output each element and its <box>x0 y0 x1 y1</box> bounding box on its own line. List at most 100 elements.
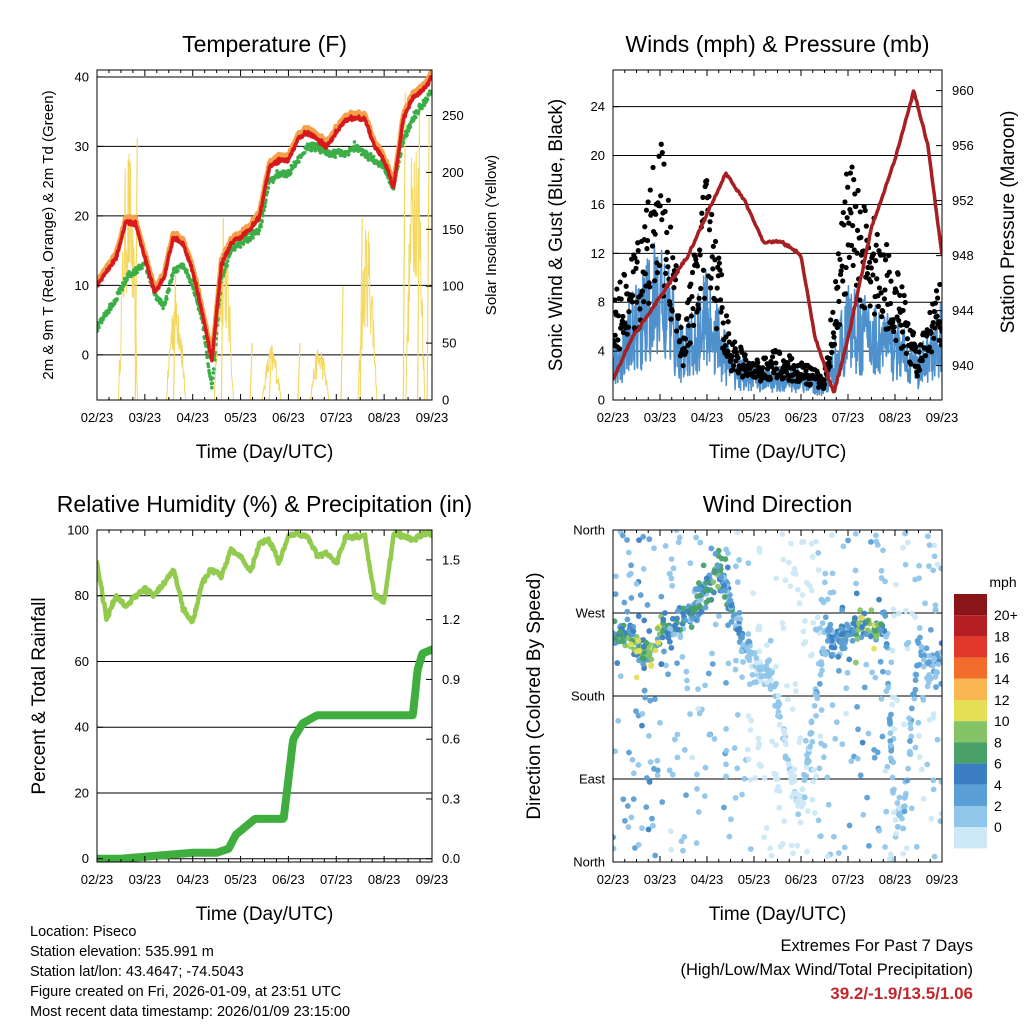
gust-point <box>664 229 670 236</box>
direction-point <box>654 772 661 779</box>
y-tick-label: North <box>573 855 605 870</box>
direction-point <box>619 532 626 539</box>
dewpoint-point <box>165 297 169 301</box>
direction-point <box>780 625 787 632</box>
direction-point <box>663 662 669 669</box>
direction-point <box>613 591 619 598</box>
gust-point <box>722 343 729 349</box>
direction-point <box>744 746 751 753</box>
direction-point <box>643 775 650 781</box>
gust-point <box>725 319 731 325</box>
colorbar-label: 20+ <box>994 607 1018 623</box>
gust-point <box>673 263 679 269</box>
direction-point <box>756 626 763 633</box>
x-tick-label: 05/23 <box>224 410 257 425</box>
direction-point <box>853 659 859 666</box>
direction-point <box>725 660 732 667</box>
direction-point <box>628 595 635 601</box>
direction-point <box>659 799 666 805</box>
gust-point <box>617 279 623 285</box>
dewpoint-point <box>125 277 129 282</box>
direction-point <box>854 755 861 762</box>
gust-point <box>916 349 922 355</box>
y-tick-label: 100 <box>67 523 89 538</box>
x-tick-label: 06/23 <box>785 410 818 425</box>
gust-point <box>767 376 773 382</box>
direction-point <box>902 790 909 797</box>
gust-point <box>896 317 902 324</box>
y-ticks: 0 4 8 12 16 20 24 <box>591 99 619 408</box>
colorbar-title: mph <box>989 574 1016 590</box>
dewpoint-point <box>115 297 119 301</box>
dewpoint-point <box>97 325 101 330</box>
direction-point <box>792 688 799 694</box>
x-tick-label: 09/23 <box>926 410 959 425</box>
y-tick-label: 20 <box>75 785 89 800</box>
direction-point <box>669 615 676 622</box>
gust-point <box>910 330 917 336</box>
colorbar: mph 20+ 18 16 14 12 10 8 6 4 2 0 <box>954 574 1018 849</box>
direction-point <box>806 582 813 589</box>
gust-point <box>932 300 939 306</box>
gust-point <box>645 199 651 205</box>
direction-point <box>889 787 896 794</box>
rh-line <box>97 530 432 625</box>
direction-point <box>859 615 865 621</box>
direction-point <box>764 679 770 686</box>
direction-point <box>823 651 829 658</box>
colorbar-label: 12 <box>994 692 1010 708</box>
gust-point <box>694 263 701 269</box>
direction-point <box>637 592 644 598</box>
gust-point <box>640 288 646 294</box>
direction-point <box>613 630 617 637</box>
gust-point <box>893 337 899 344</box>
direction-point <box>860 811 867 818</box>
direction-point <box>896 610 902 617</box>
gust-point <box>827 363 833 369</box>
direction-point <box>746 681 753 688</box>
direction-point <box>873 538 880 545</box>
data-marks <box>613 530 942 862</box>
direction-point <box>919 694 926 701</box>
direction-point <box>825 801 832 808</box>
direction-point <box>887 730 894 737</box>
direction-point <box>914 662 921 669</box>
direction-point <box>761 834 768 841</box>
direction-point <box>878 621 885 627</box>
gust-point <box>769 360 775 366</box>
direction-point <box>931 553 938 560</box>
direction-point <box>681 747 688 753</box>
direction-point <box>652 852 659 859</box>
direction-point <box>617 629 624 636</box>
recent-data-text: Most recent data timestamp: 2026/01/09 2… <box>30 1004 351 1020</box>
dewpoint-point <box>167 288 172 292</box>
direction-point <box>756 666 763 673</box>
direction-point <box>927 626 934 633</box>
gust-point <box>838 268 844 274</box>
gust-point <box>629 299 635 305</box>
y-axis-label: Percent & Total Rainfall <box>29 597 50 794</box>
direction-point <box>824 596 831 603</box>
gust-point <box>664 249 670 255</box>
direction-point <box>917 634 923 641</box>
solar-peak <box>268 354 272 400</box>
direction-point <box>738 648 745 655</box>
direction-point <box>912 614 919 621</box>
dewpoint-point <box>225 259 230 263</box>
direction-point <box>635 613 642 620</box>
direction-point <box>715 583 721 590</box>
direction-point <box>809 738 816 745</box>
direction-point <box>931 542 938 549</box>
direction-point <box>916 562 923 569</box>
gust-point <box>677 337 683 344</box>
gust-point <box>938 342 942 348</box>
extremes-subtitle: (High/Low/Max Wind/Total Precipitation) <box>680 961 973 979</box>
direction-point <box>897 811 904 817</box>
direction-point <box>813 712 820 719</box>
gust-point <box>680 363 686 369</box>
dewpoint-point <box>211 367 216 371</box>
gust-point <box>716 255 722 261</box>
direction-point <box>756 549 763 555</box>
direction-point <box>859 624 865 630</box>
direction-point <box>702 604 709 611</box>
